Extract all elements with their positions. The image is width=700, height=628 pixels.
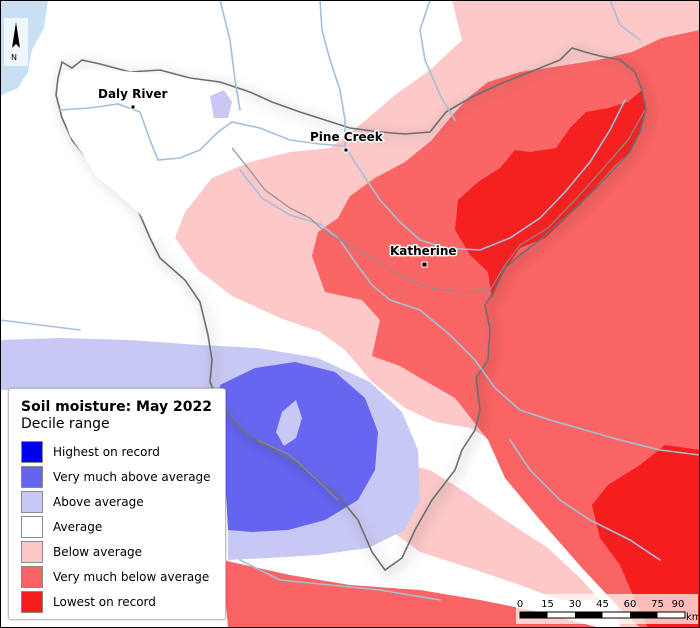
scale-tick-30: 30: [569, 599, 582, 610]
zone-very-much-above-average: [220, 362, 378, 532]
legend-swatch-very-much-below: [21, 565, 43, 588]
svg-text:Pine Creek: Pine Creek: [310, 130, 384, 144]
legend-label-average: Average: [53, 519, 103, 534]
town-label-pine-creek: Pine Creek: [310, 130, 384, 144]
region-boundary: [55, 47, 647, 572]
legend-swatch-lowest: [21, 590, 43, 613]
zone-very-much-below-average: [312, 30, 700, 628]
town-pine-creek: Pine Creek Pine Creek: [309, 129, 385, 153]
zone-average-northwest: [58, 70, 262, 240]
scale-tick-45: 45: [596, 599, 609, 610]
legend-title: Soil moisture: May 2022: [21, 399, 212, 415]
scale-bar: 0 15 30 45 60 75 90 km: [516, 594, 700, 624]
scale-tick-90: 90: [672, 599, 685, 610]
sub-region-borders: [231, 109, 646, 501]
svg-text:Katherine: Katherine: [390, 244, 457, 258]
scale-unit: km: [686, 612, 700, 623]
scale-tick-0: 0: [517, 599, 523, 610]
scale-tick-60: 60: [624, 599, 637, 610]
zone-lowest-on-record-north: [455, 90, 646, 298]
legend-swatch-very-much-above: [21, 465, 43, 488]
scale-tick-15: 15: [541, 599, 554, 610]
north-arrow: N: [4, 18, 28, 66]
scale-tick-75: 75: [651, 599, 664, 610]
legend-item-highest: Highest on record: [21, 439, 213, 464]
legend-item-below: Below average: [21, 539, 213, 564]
town-katherine: Katherine Katherine: [389, 243, 458, 268]
legend-item-above: Above average: [21, 489, 213, 514]
town-label-katherine: Katherine: [390, 244, 457, 258]
legend-label-very-much-above: Very much above average: [53, 469, 211, 484]
legend-item-very-much-below: Very much below average: [21, 564, 213, 589]
legend-label-lowest: Lowest on record: [53, 594, 156, 609]
legend-swatch-above: [21, 490, 43, 513]
zone-above-average-island: [276, 400, 302, 446]
legend-label-highest: Highest on record: [53, 444, 160, 459]
legend-subtitle: Decile range: [21, 416, 110, 432]
svg-text:Daly River: Daly River: [98, 87, 167, 101]
legend-swatch-highest: [21, 440, 43, 463]
town-label-daly-river: Daly River: [98, 87, 167, 101]
legend-item-lowest: Lowest on record: [21, 589, 213, 614]
legend: Soil moisture: May 2022 Decile range Hig…: [8, 388, 226, 620]
legend-swatch-average: [21, 515, 43, 538]
north-arrow-icon: [12, 22, 20, 48]
rivers: [0, 0, 700, 601]
north-arrow-letter: N: [11, 53, 17, 62]
legend-label-below: Below average: [53, 544, 143, 559]
legend-swatch-below: [21, 540, 43, 563]
town-daly-river: Daly River Daly River: [97, 86, 169, 110]
legend-label-above: Above average: [53, 494, 144, 509]
legend-label-very-much-below: Very much below average: [53, 569, 210, 584]
zone-lowest-on-record-south: [592, 445, 700, 628]
zone-very-much-below-average-south: [222, 560, 600, 628]
zone-below-average-south: [372, 458, 600, 600]
legend-item-very-much-above: Very much above average: [21, 464, 213, 489]
zone-above-average-small: [210, 90, 232, 118]
legend-item-average: Average: [21, 514, 213, 539]
